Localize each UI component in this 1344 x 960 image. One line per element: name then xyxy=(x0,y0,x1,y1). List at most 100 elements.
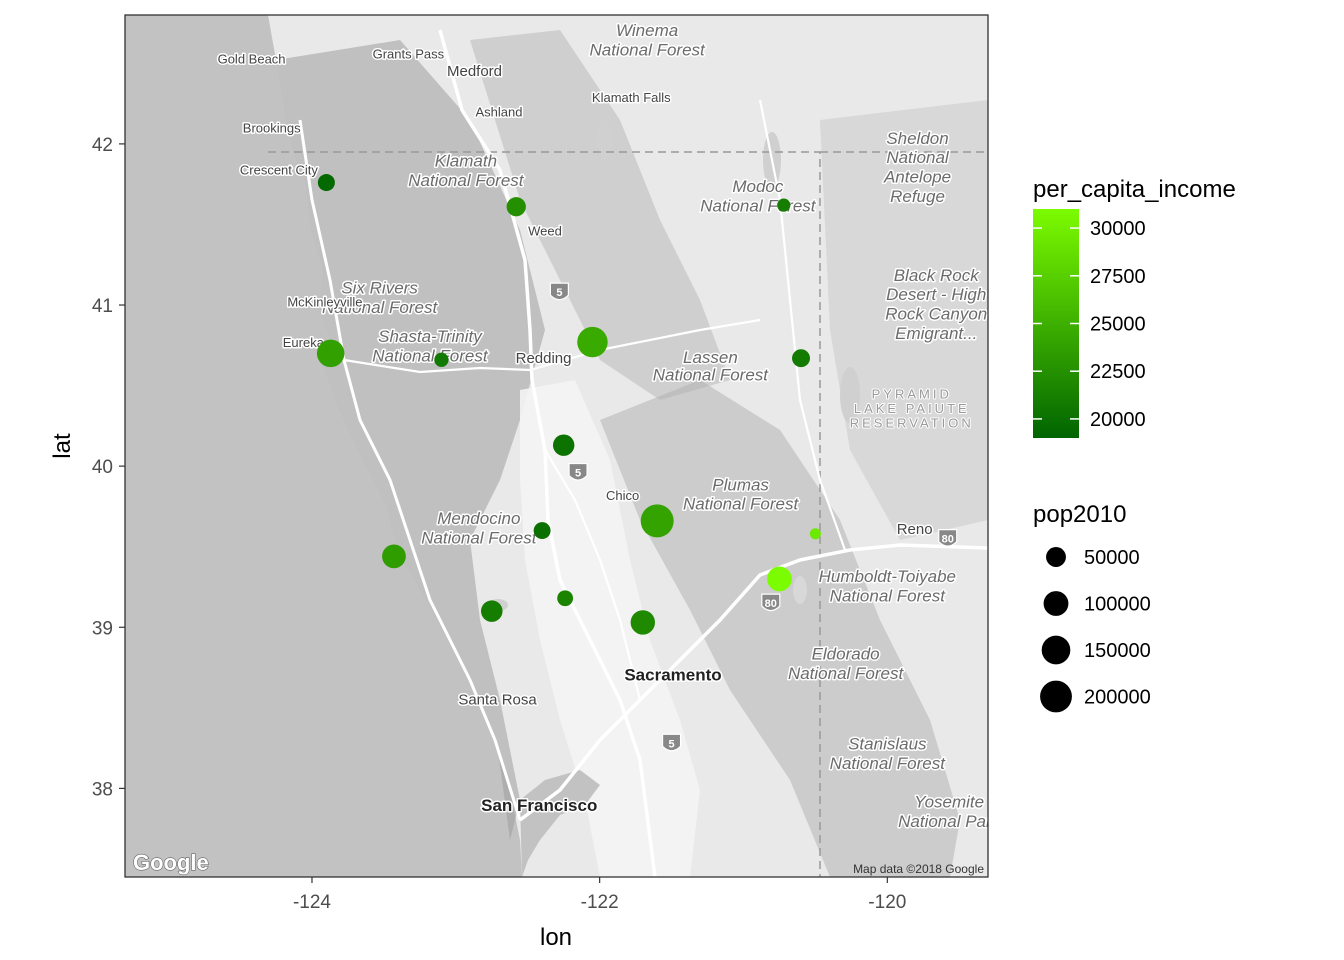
data-points xyxy=(316,174,821,635)
size-legend-label: 200000 xyxy=(1084,687,1151,709)
map-label-43: National Forest xyxy=(788,664,905,683)
size-legend-label: 150000 xyxy=(1084,640,1151,662)
x-tick-label: -120 xyxy=(868,892,906,913)
map-label-18: Six Rivers xyxy=(341,279,418,298)
data-point-6 xyxy=(480,600,503,622)
map-label-39: Reno xyxy=(897,521,933,538)
size-legend-label: 50000 xyxy=(1084,547,1140,569)
google-logo: Google xyxy=(133,850,209,875)
map-label-10: Crescent City xyxy=(240,163,319,178)
color-legend-label: 25000 xyxy=(1090,314,1146,336)
y-tick-label: 39 xyxy=(92,618,113,639)
map-label-26: Shasta-Trinity xyxy=(378,327,483,346)
size-legend-key xyxy=(1040,680,1072,713)
data-point-3 xyxy=(767,566,792,592)
size-legend-keys: 50000 100000 150000 200000 xyxy=(1040,547,1151,713)
shield-icon xyxy=(938,529,958,547)
data-point-11 xyxy=(533,522,551,540)
highway-us101 xyxy=(298,119,522,821)
highway-299 xyxy=(343,318,761,374)
map-label-32: LAKE PAIUTE xyxy=(854,401,970,416)
map-label-44: Sacramento xyxy=(624,665,721,684)
color-legend-ticks: 20000 22500 25000 27500 30000 xyxy=(1033,218,1146,431)
x-axis-title: lon xyxy=(540,924,572,951)
map-label-16: National Forest xyxy=(700,197,817,216)
map-label-41: National Forest xyxy=(830,586,947,605)
color-legend-label: 27500 xyxy=(1090,266,1146,288)
shield-label: 5 xyxy=(575,468,581,480)
map-label-7: Ashland xyxy=(475,105,522,120)
map-label-46: Stanislaus xyxy=(848,735,927,754)
size-legend-key xyxy=(1043,591,1069,616)
shield-label: 5 xyxy=(669,738,675,750)
map-label-3: Grants Pass xyxy=(373,47,445,62)
map-label-1: National Forest xyxy=(589,40,706,59)
map-label-35: Plumas xyxy=(712,475,769,494)
x-tick-label: -122 xyxy=(581,892,619,913)
map-label-38: National Forest xyxy=(421,528,538,547)
map-label-17: Weed xyxy=(528,224,562,239)
data-point-4 xyxy=(630,610,655,635)
map-label-47: National Forest xyxy=(830,754,947,773)
shield-icon xyxy=(549,282,569,301)
map-label-49: National Park xyxy=(898,812,1002,831)
data-point-13 xyxy=(434,352,449,367)
map-label-2: Gold Beach xyxy=(218,51,286,66)
map-label-28: Redding xyxy=(516,350,572,367)
map-label-9: National Forest xyxy=(408,171,525,190)
shield-label: 80 xyxy=(942,534,954,546)
map-label-8: Klamath xyxy=(435,151,497,170)
map-label-34: Chico xyxy=(606,488,639,503)
shield-icon xyxy=(568,462,588,481)
size-legend: pop2010 50000 100000 150000 200000 xyxy=(1033,501,1151,713)
map-label-4: Medford xyxy=(447,63,502,80)
map-label-23: Emigrant... xyxy=(895,324,977,343)
data-point-10 xyxy=(317,174,335,192)
shield-label: 5 xyxy=(556,287,562,299)
map-label-12: National xyxy=(886,148,950,167)
map-label-11: Sheldon xyxy=(886,129,948,148)
map-label-25: Eureka xyxy=(283,335,325,350)
highway-shield-3: 80 xyxy=(761,593,781,612)
highway-shield-2: 5 xyxy=(661,733,682,752)
data-point-0 xyxy=(640,504,674,538)
map-label-20: Black Rock xyxy=(894,266,981,285)
highway-shield-0: 5 xyxy=(549,282,569,301)
highway-shield-4: 80 xyxy=(938,529,958,547)
data-point-1 xyxy=(577,326,608,358)
y-tick-label: 40 xyxy=(92,457,113,478)
color-legend: per_capita_income 20000 22500 25000 27500 30… xyxy=(1033,176,1236,438)
map-label-14: Refuge xyxy=(890,187,945,206)
map-attribution: Map data ©2018 Google xyxy=(853,862,984,876)
map-label-30: National Forest xyxy=(653,366,770,385)
basemap-central-valley xyxy=(520,380,700,877)
basemap-lake-tahoe xyxy=(793,576,807,604)
map-label-40: Humboldt-Toiyabe xyxy=(819,567,956,586)
map-label-48: Yosemite xyxy=(914,793,984,812)
map-label-13: Antelope xyxy=(883,168,951,187)
map-label-36: National Forest xyxy=(683,495,800,514)
x-axis: -124 -122 -120 xyxy=(293,877,906,913)
data-point-14 xyxy=(777,198,791,212)
size-legend-key xyxy=(1046,547,1066,567)
map-label-0: Winema xyxy=(616,21,678,40)
basemap-terrain-coast-range xyxy=(276,40,545,840)
highway-i80 xyxy=(518,543,988,822)
data-point-12 xyxy=(557,590,574,607)
y-axis-title: lat xyxy=(49,433,76,459)
basemap-lake-pyramid xyxy=(840,367,860,423)
basemap-lake-klamath xyxy=(597,120,613,160)
map-label-45: Santa Rosa xyxy=(458,692,537,709)
y-axis: 38 39 40 41 42 xyxy=(92,135,125,800)
map-label-50: San Francisco xyxy=(481,796,597,815)
data-point-8 xyxy=(506,197,526,217)
map-label-15: Modoc xyxy=(732,177,784,196)
shield-icon xyxy=(661,733,682,752)
map-label-19: National Forest xyxy=(322,298,439,317)
map-label-6: Brookings xyxy=(243,121,301,136)
x-tick-label: -124 xyxy=(293,892,331,913)
basemap-terrain-sierra xyxy=(600,380,960,877)
